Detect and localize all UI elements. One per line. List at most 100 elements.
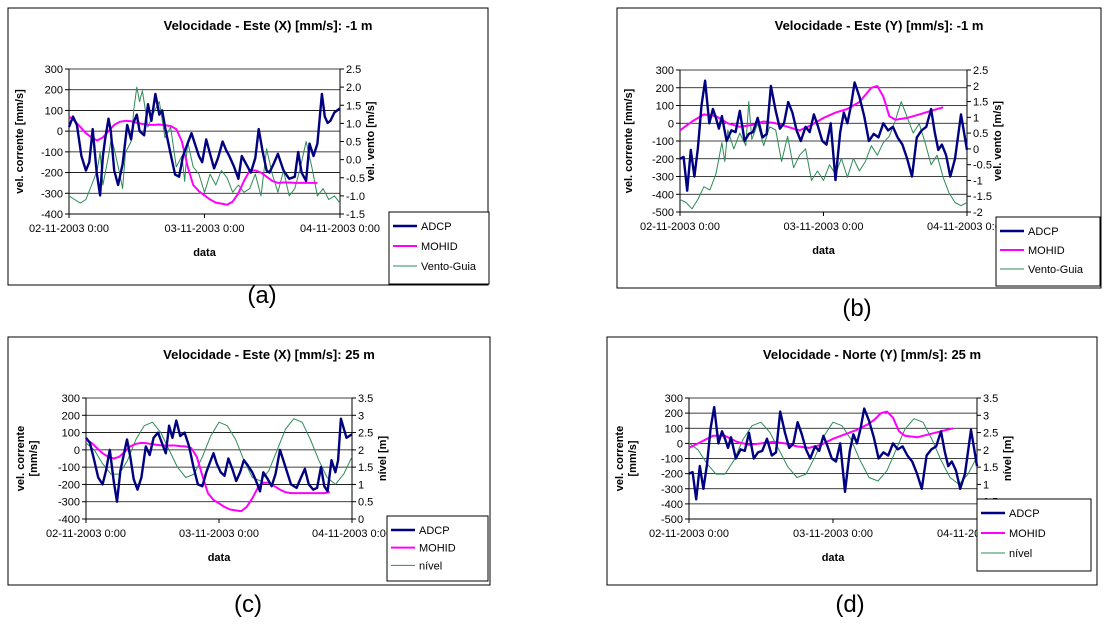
chart-c-y2label: nível [m] [377,436,389,482]
chart-c-y2tick-label: 3 [358,410,364,422]
chart-c-y2tick-label: 2.5 [358,428,373,440]
chart-b-ytick-label: -500 [652,207,674,219]
chart-c-ytick-label: 100 [62,428,80,440]
chart-c-ytick-label: -300 [58,497,80,509]
chart-c-legend-label: MOHID [419,543,456,555]
chart-c-legend-label: nível [419,560,442,572]
chart-d-xtick-label: 03-11-2003 0:00 [793,528,873,540]
chart-a-legend-box [388,211,490,285]
chart-d-ylabel-line: vel. corrente [614,426,626,491]
chart-d-ytick-label: -100 [661,454,683,466]
chart-a-y2tick-label: -1.0 [346,191,365,203]
chart-c-ytick-label: -400 [58,514,80,526]
chart-c-legend-label: ADCP [419,525,450,537]
chart-c-ytick-label: 0 [74,445,80,457]
chart-a-xtick-label: 03-11-2003 0:00 [165,223,245,235]
chart-c-y2tick-label: 2 [358,445,364,457]
chart-a-y2tick-label: 1.0 [346,118,361,130]
chart-d-legend-box [976,498,1092,572]
chart-c-ytick-label: -100 [58,462,80,474]
chart-a-xtick-label: 02-11-2003 0:00 [29,223,109,235]
chart-b-ytick-label: 200 [656,83,674,95]
chart-b-ytick-label: -100 [652,136,674,148]
chart-c-y2tick-label: 0.5 [358,497,373,509]
chart-d-ytick-label: -200 [661,469,683,481]
chart-a-xtick-label: 04-11-2003 0:00 [300,223,380,235]
chart-b-y2tick-label: -0.5 [973,160,992,172]
chart-a-legend-label: Vento-Guia [421,261,477,273]
chart-d-ytick-label: 0 [677,438,683,450]
chart-b-y2tick-label: -1.5 [973,191,992,203]
chart-d-ytick-label: 200 [665,408,683,420]
chart-b-ytick-label: -300 [652,172,674,184]
chart-b-y2tick-label: 1.5 [973,97,988,109]
chart-b-xtick-label: 03-11-2003 0:00 [784,221,864,233]
chart-a-y2tick-label: 0.5 [346,137,361,149]
chart-c-xtick-label: 02-11-2003 0:00 [46,528,126,540]
chart-a-y2tick-label: -0.5 [346,173,365,185]
chart-d-legend-label: ADCP [1009,508,1040,520]
chart-c-xtick-label: 03-11-2003 0:00 [179,528,259,540]
chart-c-y2tick-label: 0 [358,514,364,526]
chart-a-ytick-label: -400 [41,209,63,221]
chart-b-ytick-label: -400 [652,189,674,201]
chart-b-y2tick-label: 1 [973,112,979,124]
chart-d-xtick-label: 02-11-2003 0:00 [649,528,729,540]
chart-b-title: Velocidade - Este (Y) [mm/s]: -1 m [775,18,984,33]
chart-a-y2tick-label: 0.0 [346,155,361,167]
chart-a-y2label: vel. vento [m/s] [365,101,377,181]
chart-b-series-mohid-line [679,85,944,132]
chart-b-xtick-label: 02-11-2003 0:00 [640,221,720,233]
chart-d-ylabel-line: [mm/s] [627,440,639,476]
chart-a-legend-label: ADCP [421,221,452,233]
chart-c-y2tick-label: 1.5 [358,462,373,474]
chart-a-title: Velocidade - Este (X) [mm/s]: -1 m [164,18,373,33]
chart-d-series-mohid-line [688,410,954,449]
chart-d-xlabel: data [822,552,846,564]
chart-d-y2label: nível [m] [1002,436,1014,482]
chart-c-series-adcp-line [85,417,353,503]
chart-b-legend-label: Vento-Guia [1028,264,1084,276]
chart-b-legend-label: ADCP [1028,226,1059,238]
chart-b-ytick-label: 300 [656,65,674,77]
chart-a-ytick-label: -300 [41,188,63,200]
chart-a-ytick-label: 0 [57,126,63,138]
chart-b-y2tick-label: -2 [973,207,983,219]
chart-c-ylabel-line: vel. corrente [15,426,27,491]
chart-a-ytick-label: -200 [41,168,63,180]
chart-d-y2tick-label: 2.5 [983,428,998,440]
chart-a-y2tick-label: 2.0 [346,82,361,94]
chart-d-ytick-label: -500 [661,514,683,526]
chart-b-series-adcp-line [679,79,969,192]
chart-c-y2tick-label: 1 [358,479,364,491]
chart-d-y2tick-label: 1.5 [983,462,998,474]
chart-d-y2tick-label: 3 [983,410,989,422]
chart-b-xtick-label: 04-11-2003 0:00 [927,221,1007,233]
chart-c-title: Velocidade - Este (X) [mm/s]: 25 m [163,347,375,362]
chart-b-y2tick-label: 2.5 [973,65,988,77]
chart-b-ytick-label: -200 [652,154,674,166]
chart-b-caption: (b) [842,295,871,322]
chart-a-caption: (a) [247,282,276,309]
chart-c-xtick-label: 04-11-2003 0:00 [312,528,392,540]
chart-a-y2tick-label: 1.5 [346,100,361,112]
chart-b-ytick-label: 0 [668,118,674,130]
chart-a-legend-label: MOHID [421,241,458,253]
chart-c-ytick-label: -200 [58,479,80,491]
chart-b-legend-label: MOHID [1028,245,1065,257]
chart-d-y2tick-label: 2 [983,445,989,457]
chart-d-y2tick-label: 1 [983,479,989,491]
chart-b-ytick-label: 100 [656,101,674,113]
chart-d-title: Velocidade - Norte (Y) [mm/s]: 25 m [763,347,981,362]
chart-a-ytick-label: 100 [45,105,63,117]
chart-c-ytick-label: 200 [62,410,80,422]
chart-a-series-adcp-line [67,92,341,197]
chart-a-y2tick-label: -1.5 [346,209,365,221]
chart-a-xlabel: data [193,247,217,259]
chart-c-series-mohid-line [85,438,330,513]
chart-a-ytick-label: 200 [45,85,63,97]
chart-b-y2tick-label: -1 [973,175,983,187]
chart-b-y2tick-label: 2 [973,81,979,93]
chart-b-y2tick-label: 0 [973,144,979,156]
